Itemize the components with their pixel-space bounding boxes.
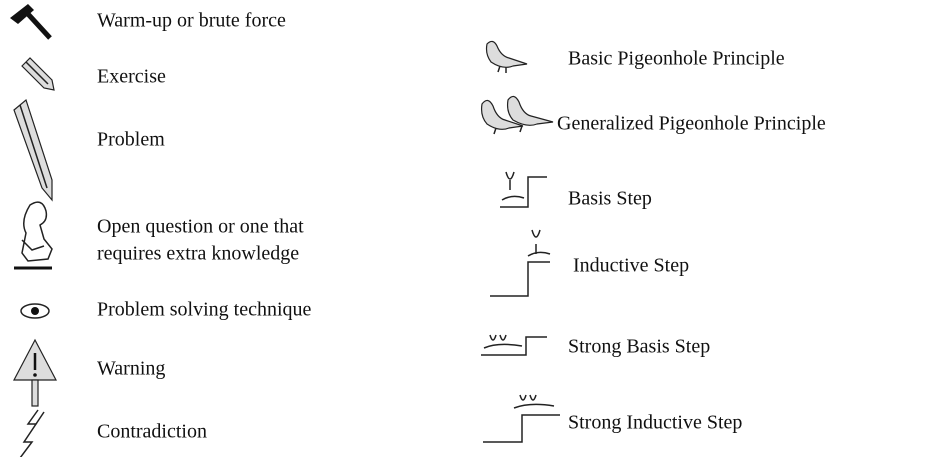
strong-inductive-step-icon: [483, 394, 560, 443]
label: Warning: [97, 358, 165, 380]
basis-step-icon: [500, 171, 547, 208]
label: Problem solving technique: [97, 299, 312, 321]
label: Exercise: [97, 66, 166, 88]
thinker-icon: [14, 201, 53, 270]
two-pigeons-icon: [480, 95, 554, 135]
pencil-small-icon: [21, 57, 55, 91]
strong-basis-step-icon: [481, 334, 547, 356]
label: requires extra knowledge: [97, 243, 299, 265]
eye-icon: [20, 303, 50, 319]
label: Strong Basis Step: [568, 336, 710, 358]
label: Problem: [97, 129, 165, 151]
label: Basic Pigeonhole Principle: [568, 48, 785, 70]
label: Inductive Step: [573, 255, 689, 277]
label: Warm-up or brute force: [97, 10, 286, 32]
hammer-icon: [10, 4, 52, 40]
pigeon-icon: [485, 40, 528, 73]
label: Generalized Pigeonhole Principle: [557, 113, 826, 135]
label: Open question or one that: [97, 216, 304, 238]
label: Basis Step: [568, 188, 652, 210]
pencil-large-icon: [13, 98, 53, 202]
warning-icon: [13, 338, 57, 407]
label: Strong Inductive Step: [568, 412, 742, 434]
label: Contradiction: [97, 421, 207, 443]
inductive-step-icon: [490, 229, 551, 297]
contradiction-icon: [19, 409, 45, 457]
